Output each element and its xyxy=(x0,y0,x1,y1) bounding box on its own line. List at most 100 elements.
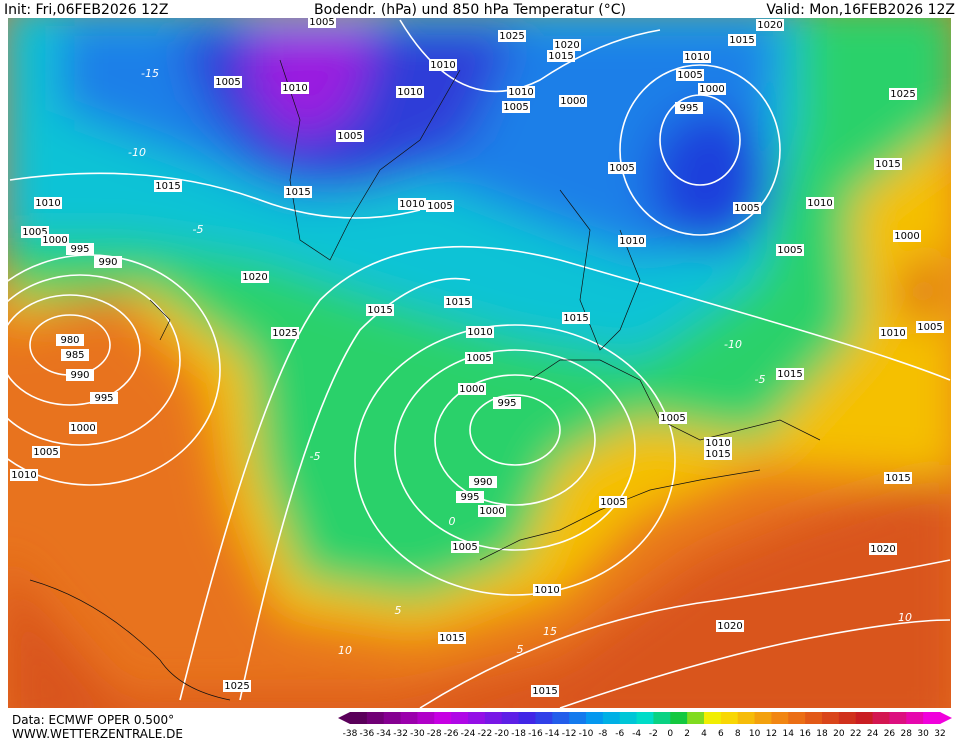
colorbar-bin xyxy=(653,712,671,724)
isobar-label: 1015 xyxy=(155,181,180,192)
colorbar-tick-label: -36 xyxy=(360,729,375,739)
colorbar-bin xyxy=(451,712,469,724)
isobar-label: 1005 xyxy=(337,131,362,142)
temperature-label: -10 xyxy=(128,146,146,159)
isobar-label: 1010 xyxy=(684,52,709,63)
label-bg xyxy=(444,296,472,308)
colorbar-tick-label: -28 xyxy=(427,729,442,739)
label-bg xyxy=(879,327,907,339)
isobar-label: 1020 xyxy=(870,544,895,555)
colorbar-bin xyxy=(855,712,874,724)
colorbar-tick-label: 20 xyxy=(833,729,845,739)
colorbar-bin xyxy=(788,712,806,724)
temperature-label: 5 xyxy=(517,643,524,656)
colorbar-tick-label: -38 xyxy=(343,729,358,739)
isobar-label: 995 xyxy=(460,492,479,503)
isobar-label: 1015 xyxy=(445,297,470,308)
colorbar-arrow xyxy=(338,712,350,724)
isobar-label: 1020 xyxy=(242,272,267,283)
isobar-label: 1015 xyxy=(285,187,310,198)
label-bg xyxy=(469,476,497,488)
isobar-label: 1025 xyxy=(890,89,915,100)
label-bg xyxy=(728,34,756,46)
colorbar-tick-label: -10 xyxy=(579,729,594,739)
label-bg xyxy=(559,95,587,107)
label-bg xyxy=(396,86,424,98)
temperature-label: 10 xyxy=(338,644,352,657)
colorbar-bin xyxy=(552,712,570,724)
colorbar-tick-label: -34 xyxy=(376,729,391,739)
label-bg xyxy=(599,496,627,508)
isobar-label: 1005 xyxy=(600,497,625,508)
colorbar-bin xyxy=(771,712,789,724)
colorbar-bin xyxy=(484,712,503,724)
isobar-label: 980 xyxy=(60,335,79,346)
label-bg xyxy=(776,368,804,380)
colorbar-tick-label: 24 xyxy=(867,729,879,739)
label-bg xyxy=(465,352,493,364)
colorbar-tick-label: 10 xyxy=(749,729,761,739)
isobar-label: 1015 xyxy=(729,35,754,46)
isobar-label: 1025 xyxy=(499,31,524,42)
label-bg xyxy=(704,437,732,449)
label-bg xyxy=(32,446,60,458)
label-bg xyxy=(271,327,299,339)
label-bg xyxy=(618,235,646,247)
isobar-label: 1005 xyxy=(734,203,759,214)
label-bg xyxy=(562,312,590,324)
isobar-label: 1010 xyxy=(282,83,307,94)
isobar-label: 1015 xyxy=(705,449,730,460)
label-bg xyxy=(676,69,704,81)
colorbar-tick-label: -20 xyxy=(494,729,509,739)
colorbar-bin xyxy=(350,712,368,724)
label-bg xyxy=(716,620,744,632)
label-bg xyxy=(426,200,454,212)
temperature-label: 0 xyxy=(449,515,456,528)
colorbar-tick-label: 12 xyxy=(766,729,777,739)
label-bg xyxy=(458,383,486,395)
isobar-label: 1010 xyxy=(467,327,492,338)
label-bg xyxy=(41,234,69,246)
colorbar-bin xyxy=(417,712,435,724)
label-bg xyxy=(223,680,251,692)
isobar-label: 1015 xyxy=(439,633,464,644)
isobar-label: 1020 xyxy=(717,621,742,632)
label-bg xyxy=(61,349,89,361)
colorbar-tick-label: 14 xyxy=(783,729,795,739)
colorbar-tick-label: -4 xyxy=(632,729,641,739)
isobar-label: 1005 xyxy=(427,201,452,212)
temperature-label: -5 xyxy=(193,223,204,236)
label-bg xyxy=(429,59,457,71)
colorbar-bin xyxy=(468,712,486,724)
colorbar-bin xyxy=(636,712,654,724)
colorbar-bin xyxy=(535,712,553,724)
colorbar-tick-label: 6 xyxy=(718,729,724,739)
isobar-label: 1000 xyxy=(479,506,504,517)
isobar-label: 1000 xyxy=(42,235,67,246)
label-bg xyxy=(336,130,364,142)
colorbar-bin xyxy=(838,712,857,724)
init-time: Init: Fri,06FEB2026 12Z xyxy=(4,2,168,18)
colorbar-bin xyxy=(383,712,402,724)
colorbar-bin xyxy=(906,712,924,724)
label-bg xyxy=(608,162,636,174)
isobar-label: 995 xyxy=(497,398,516,409)
label-bg xyxy=(366,304,394,316)
label-bg xyxy=(533,584,561,596)
isobar-label: 995 xyxy=(70,244,89,255)
label-bg xyxy=(34,197,62,209)
label-bg xyxy=(451,541,479,553)
map-title: Bodendr. (hPa) und 850 hPa Temperatur (°… xyxy=(314,2,626,18)
colorbar-bin xyxy=(720,712,739,724)
colorbar-bin xyxy=(501,712,520,724)
label-bg xyxy=(502,101,530,113)
colorbar-tick-label: 8 xyxy=(735,729,741,739)
isobar-label: 1010 xyxy=(508,87,533,98)
isobar-label: 1025 xyxy=(224,681,249,692)
colorbar-bin xyxy=(872,712,890,724)
colorbar-tick-label: -2 xyxy=(649,729,658,739)
isobar-label: 1015 xyxy=(875,159,900,170)
label-bg xyxy=(493,397,521,409)
label-bg xyxy=(874,158,902,170)
label-bg xyxy=(284,186,312,198)
